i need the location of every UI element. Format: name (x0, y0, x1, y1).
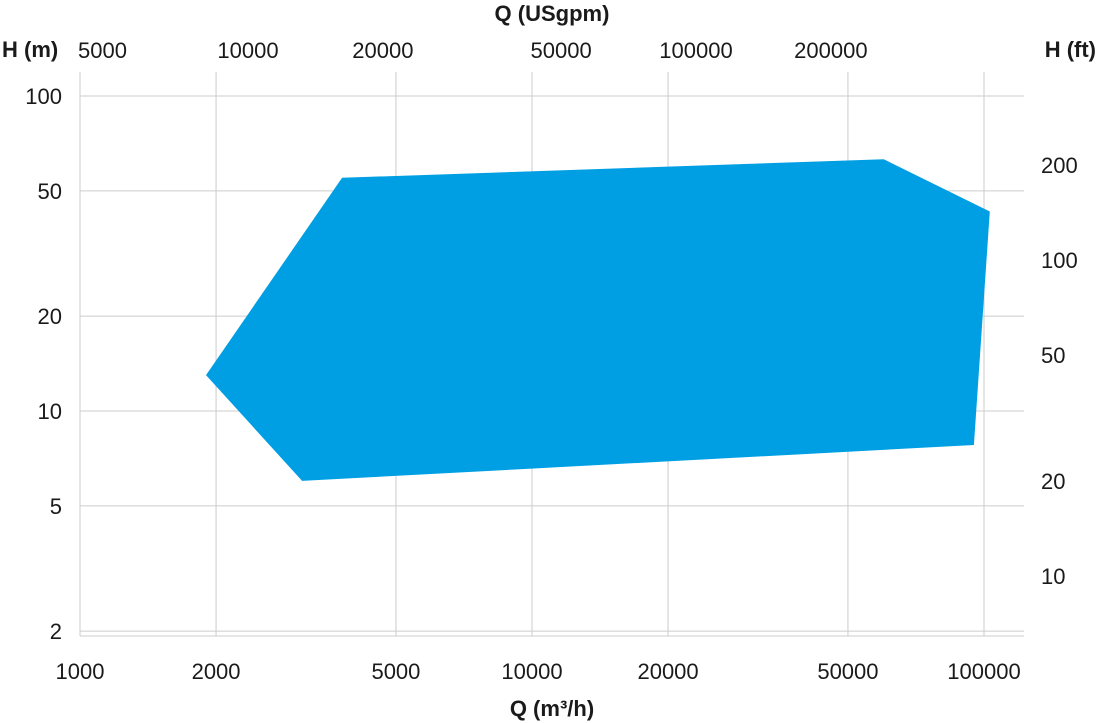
top-x-axis-ticks: 5000 10000 20000 50000 100000 200000 (78, 38, 868, 63)
x-tick-label: 1000 (56, 659, 105, 684)
x-tick-label: 10000 (501, 659, 562, 684)
x-tick-label: 50000 (817, 659, 878, 684)
top-x-tick-label: 5000 (78, 38, 127, 63)
y-axis-ticks: 2 5 10 20 50 100 (25, 84, 62, 644)
y-tick-label: 2 (50, 619, 62, 644)
y-tick-label: 5 (50, 494, 62, 519)
right-y-axis-title: H (ft) (1045, 37, 1096, 62)
right-y-tick-label: 10 (1041, 564, 1065, 589)
x-tick-label: 100000 (947, 659, 1020, 684)
x-axis-title: Q (m³/h) (510, 696, 594, 721)
y-tick-label: 20 (38, 304, 62, 329)
coverage-area-polygon (206, 159, 990, 481)
coverage-areas (206, 159, 990, 481)
right-y-tick-label: 100 (1041, 248, 1078, 273)
right-y-tick-label: 50 (1041, 343, 1065, 368)
y-axis-title: H (m) (2, 37, 58, 62)
top-x-tick-label: 100000 (659, 38, 732, 63)
x-axis-ticks: 1000 2000 5000 10000 20000 50000 100000 (56, 659, 1021, 684)
x-tick-label: 2000 (192, 659, 241, 684)
top-x-axis-title: Q (USgpm) (495, 1, 610, 26)
right-y-axis-ticks: 10 20 50 100 200 (1041, 153, 1078, 589)
right-y-tick-label: 200 (1041, 153, 1078, 178)
top-x-tick-label: 200000 (794, 38, 867, 63)
top-x-tick-label: 50000 (531, 38, 592, 63)
y-tick-label: 10 (38, 399, 62, 424)
y-tick-label: 100 (25, 84, 62, 109)
x-tick-label: 5000 (371, 659, 420, 684)
top-x-tick-label: 20000 (352, 38, 413, 63)
x-tick-label: 20000 (637, 659, 698, 684)
top-x-tick-label: 10000 (217, 38, 278, 63)
y-tick-label: 50 (38, 179, 62, 204)
right-y-tick-label: 20 (1041, 469, 1065, 494)
